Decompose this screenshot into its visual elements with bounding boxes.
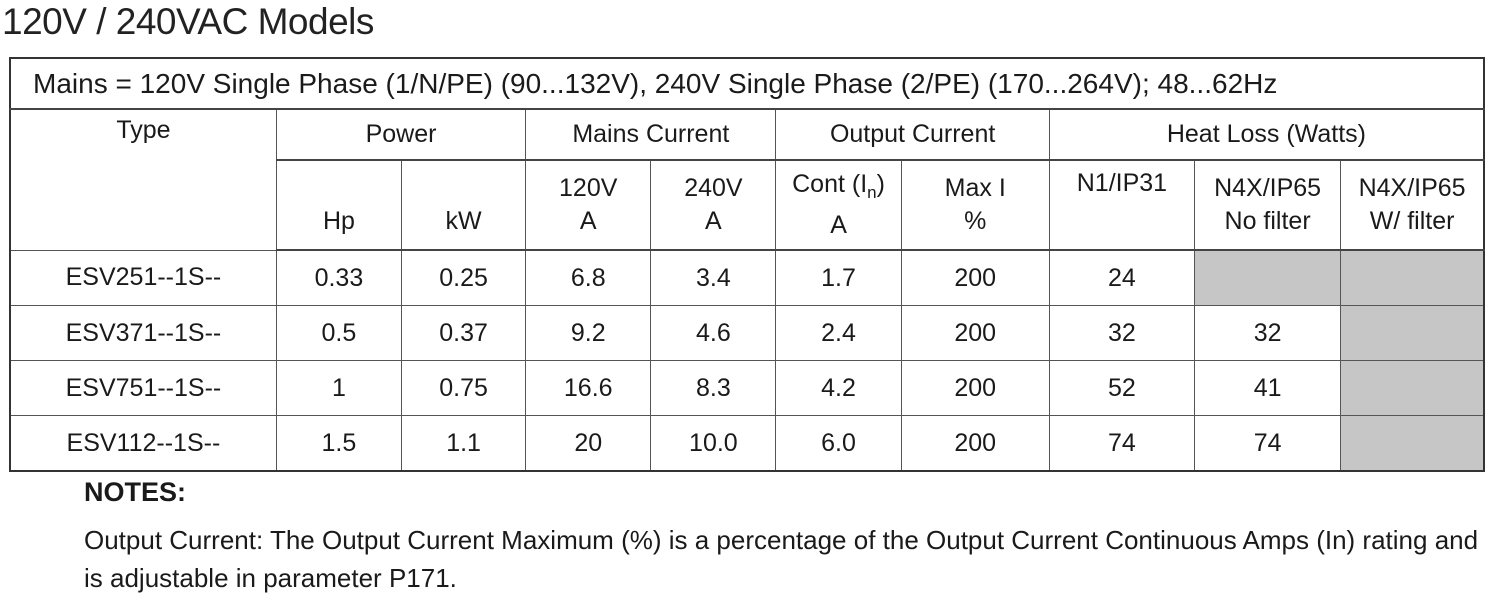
mains-240v-cell: 3.4: [650, 249, 777, 306]
mains-240v-header: 240V A: [650, 159, 777, 251]
type-cell: ESV251--1S--: [9, 249, 277, 306]
output-cont-header: Cont (In) A: [775, 159, 902, 251]
page-title: 120V / 240VAC Models: [2, 1, 374, 42]
output-max-cell: 200: [900, 415, 1050, 472]
output-cont-cell: 2.4: [775, 305, 902, 361]
kw-header: kW: [400, 159, 527, 251]
heat-n4x-nofilter-cell: 74: [1193, 415, 1342, 472]
heat-n4x-nofilter-header: N4X/IP65 No filter: [1193, 159, 1342, 251]
type-cell: ESV751--1S--: [9, 360, 277, 416]
hp-cell: 0.5: [275, 305, 403, 361]
table-row: ESV112--1S-- 1.5 1.1 20 10.0 6.0 200 74 …: [9, 415, 1485, 472]
models-spec-table: Mains = 120V Single Phase (1/N/PE) (90..…: [9, 57, 1485, 472]
mains-120v-cell: 6.8: [525, 249, 652, 306]
heat-n4x-withfilter-cell-na: [1340, 305, 1485, 361]
heat-n1-cell: 24: [1048, 249, 1196, 306]
heat-n1-cell: 52: [1048, 360, 1196, 416]
mains-240v-cell: 4.6: [650, 305, 777, 361]
mains-240v-cell: 8.3: [650, 360, 777, 416]
hp-cell: 0.33: [275, 249, 403, 306]
kw-cell: 0.25: [400, 249, 527, 306]
heat-n4x-nofilter-cell: 32: [1193, 305, 1342, 361]
heat-n4x-withfilter-header: N4X/IP65 W/ filter: [1340, 159, 1485, 251]
hp-cell: 1: [275, 360, 403, 416]
heat-n4x-nofilter-cell: 41: [1193, 360, 1342, 416]
output-cont-cell: 1.7: [775, 249, 902, 306]
heat-n1-header: N1/IP31: [1048, 159, 1196, 251]
heat-n1-cell: 32: [1048, 305, 1196, 361]
mains-current-header: Mains Current: [525, 108, 777, 161]
output-current-header: Output Current: [775, 108, 1050, 161]
type-cell: ESV112--1S--: [9, 415, 277, 472]
heat-n4x-withfilter-cell-na: [1340, 249, 1485, 306]
notes-heading: NOTES:: [84, 477, 187, 507]
hp-cell: 1.5: [275, 415, 403, 472]
heat-n4x-nofilter-cell-na: [1193, 249, 1342, 306]
output-cont-cell: 4.2: [775, 360, 902, 416]
kw-cell: 1.1: [400, 415, 527, 472]
mains-240v-cell: 10.0: [650, 415, 777, 472]
heat-loss-header: Heat Loss (Watts): [1048, 108, 1485, 161]
type-cell: ESV371--1S--: [9, 305, 277, 361]
power-header: Power: [275, 108, 527, 161]
heat-n4x-withfilter-cell-na: [1340, 415, 1485, 472]
mains-120v-cell: 20: [525, 415, 652, 472]
output-max-cell: 200: [900, 249, 1050, 306]
mains-spec-row: Mains = 120V Single Phase (1/N/PE) (90..…: [9, 57, 1485, 110]
type-header: Type: [9, 108, 277, 251]
output-cont-cell: 6.0: [775, 415, 902, 472]
heat-n4x-withfilter-cell-na: [1340, 360, 1485, 416]
kw-cell: 0.75: [400, 360, 527, 416]
table-row: ESV751--1S-- 1 0.75 16.6 8.3 4.2 200 52 …: [9, 360, 1485, 416]
mains-120v-cell: 9.2: [525, 305, 652, 361]
hp-header: Hp: [275, 159, 403, 251]
kw-cell: 0.37: [400, 305, 527, 361]
table-row: ESV251--1S-- 0.33 0.25 6.8 3.4 1.7 200 2…: [9, 249, 1485, 306]
mains-120v-header: 120V A: [525, 159, 652, 251]
output-max-cell: 200: [900, 360, 1050, 416]
mains-120v-cell: 16.6: [525, 360, 652, 416]
output-max-cell: 200: [900, 305, 1050, 361]
heat-n1-cell: 74: [1048, 415, 1196, 472]
notes-text: Output Current: The Output Current Maxim…: [84, 525, 1479, 593]
output-max-header: Max I%: [900, 159, 1050, 251]
table-row: ESV371--1S-- 0.5 0.37 9.2 4.6 2.4 200 32…: [9, 305, 1485, 361]
